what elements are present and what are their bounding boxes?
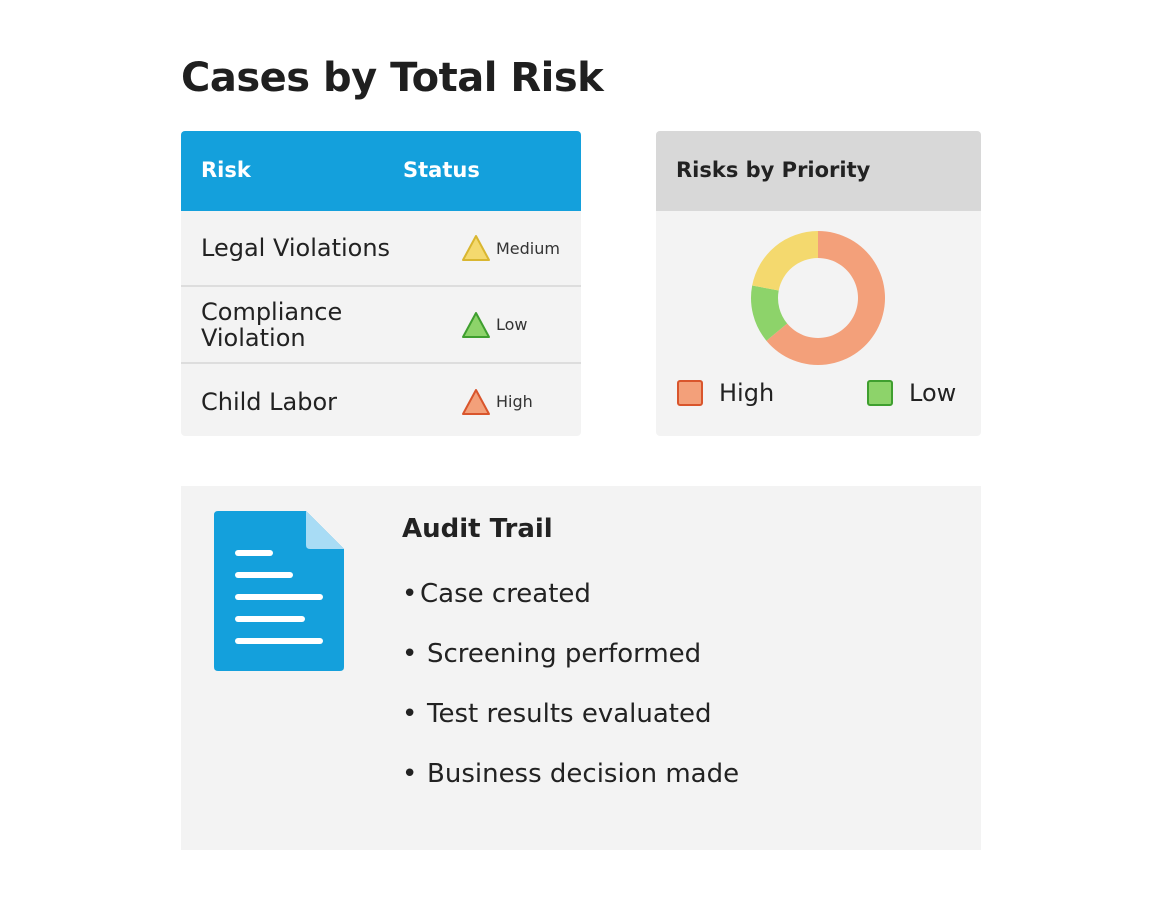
document-icon: [214, 511, 344, 671]
legend-label: High: [719, 379, 775, 407]
warning-triangle-icon: [462, 388, 490, 415]
warning-triangle-icon: [462, 235, 490, 261]
status-label: Medium: [496, 238, 560, 258]
list-item: • Screening performed: [402, 636, 739, 696]
risk-column-header[interactable]: Risk: [201, 158, 251, 182]
legend-swatch-high: [677, 380, 703, 406]
panel-title: Risks by Priority: [676, 158, 871, 182]
status-column-header[interactable]: Status: [403, 158, 480, 182]
donut-slice-medium[interactable]: [752, 231, 818, 291]
donut-slice-low[interactable]: [751, 285, 788, 341]
risks-by-priority-panel: Risks by Priority High Low: [656, 131, 981, 436]
status-label: Low: [496, 315, 528, 334]
status-label: High: [496, 392, 533, 411]
risk-name: Child Labor: [201, 387, 338, 416]
table-row[interactable]: Legal Violations Medium: [181, 211, 581, 287]
status-badge: Medium: [461, 234, 560, 262]
list-item-text: Screening performed: [427, 639, 702, 669]
list-item-text: Business decision made: [427, 759, 740, 789]
donut-slice-high[interactable]: [766, 231, 885, 365]
audit-trail-list: • Case created • Screening performed • Test…: [402, 576, 739, 816]
audit-trail-panel: Audit Trail • Case created • Screening per…: [181, 486, 981, 850]
list-item: • Test results evaluated: [402, 696, 739, 756]
list-item: • Business decision made: [402, 756, 739, 816]
status-badge: Low: [461, 311, 528, 339]
page-title: Cases by Total Risk: [181, 55, 604, 101]
audit-trail-title: Audit Trail: [402, 514, 553, 544]
risk-name: Compliance Violation: [201, 297, 343, 352]
risk-name: Legal Violations: [201, 234, 391, 262]
legend-swatch-low: [867, 380, 893, 406]
legend-item-low[interactable]: Low: [867, 379, 956, 407]
risk-table-header: Risk Status: [181, 131, 581, 211]
risk-table: Risk Status Legal Violations Medium Comp…: [181, 131, 581, 436]
list-item-text: Case created: [420, 579, 591, 609]
table-row[interactable]: Compliance Violation Low: [181, 287, 581, 364]
legend-label: Low: [909, 379, 957, 407]
donut-chart: [751, 231, 885, 365]
panel-header: Risks by Priority: [656, 131, 981, 211]
table-row[interactable]: Child Labor High: [181, 364, 581, 436]
legend-item-high[interactable]: High: [677, 379, 774, 407]
list-item-text: Test results evaluated: [427, 699, 712, 729]
status-badge: High: [461, 388, 533, 416]
warning-triangle-icon: [462, 311, 490, 338]
list-item: • Case created: [402, 576, 739, 636]
